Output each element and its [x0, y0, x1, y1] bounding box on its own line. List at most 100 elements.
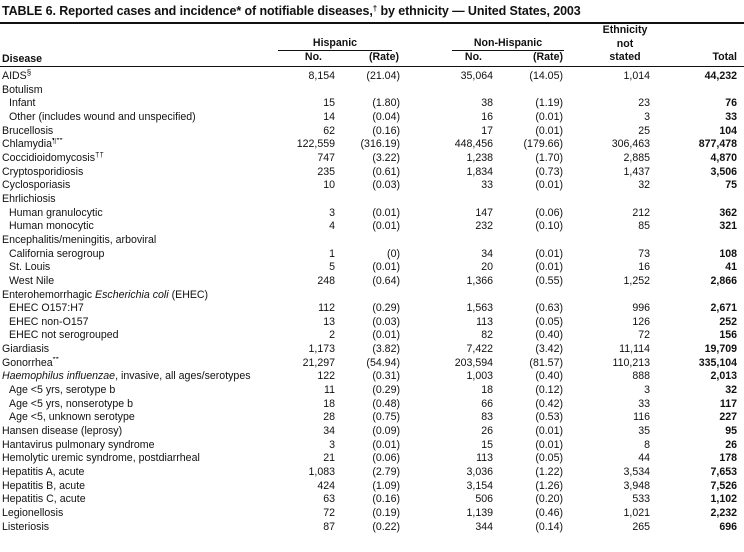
- ethnicity-not-stated-cell: 1,021: [623, 507, 650, 519]
- hispanic-rate-cell: (54.94): [366, 356, 400, 369]
- table-row: EHEC O157:H7 112 (0.29) 1,563 (0.63) 996 2,671: [0, 302, 744, 316]
- nonhispanic-no-cell: 232: [475, 220, 493, 233]
- disease-label: EHEC O157:H7: [9, 302, 84, 315]
- hispanic-rate-cell: (3.82): [372, 343, 400, 356]
- nonhispanic-rate-cell: [498, 234, 566, 248]
- table-row: Chlamydia¶** 122,559 (316.19) 448,456 (179.6…: [0, 138, 744, 152]
- hispanic-rate-cell: [338, 289, 402, 303]
- hispanic-rate-cell: (0.31): [372, 370, 400, 383]
- table-row: EHEC non-O157 13 (0.03) 113 (0.05) 126 252: [0, 316, 744, 330]
- nonhispanic-no-cell: 35,064: [460, 70, 493, 82]
- total-cell: 108: [719, 247, 737, 260]
- disease-label: Infant: [9, 97, 36, 110]
- ethnicity-not-stated-cell: 110,213: [612, 356, 650, 369]
- hispanic-no-cell: 8,154: [308, 70, 335, 82]
- nonhispanic-no-cell: 203,594: [454, 356, 493, 369]
- hispanic-rate-cell: (3.22): [372, 151, 400, 164]
- hispanic-no-cell: [278, 234, 338, 248]
- hispanic-no-cell: 72: [323, 507, 335, 519]
- table-row: Legionellosis 72 (0.19) 1,139 (0.46) 1,021 2,2…: [0, 507, 744, 521]
- column-header-nonhispanic-no: No.: [464, 51, 482, 63]
- ethnicity-not-stated-cell: 72: [638, 329, 650, 342]
- table-row: Hepatitis A, acute 1,083 (2.79) 3,036 (1.22)…: [0, 466, 744, 480]
- nonhispanic-rate-cell: (0.12): [535, 384, 563, 397]
- ethnicity-not-stated-cell: 3,534: [623, 466, 650, 479]
- disease-label: Human monocytic: [9, 220, 94, 233]
- total-cell: [654, 84, 744, 98]
- total-cell: 117: [719, 397, 737, 410]
- total-cell: 76: [725, 97, 737, 110]
- column-header-total: Total: [712, 51, 737, 63]
- column-header-ethnicity-line1: Ethnicity: [602, 24, 648, 36]
- hispanic-no-cell: 87: [323, 520, 335, 533]
- nonhispanic-rate-cell: (0.14): [535, 520, 563, 533]
- ethnicity-not-stated-cell: 8: [644, 438, 650, 451]
- table-row: Hansen disease (leprosy) 34 (0.09) 26 (0.01)…: [0, 425, 744, 439]
- nonhispanic-no-cell: 113: [476, 315, 493, 328]
- total-cell: 32: [725, 384, 737, 397]
- hispanic-no-cell: [278, 289, 338, 303]
- hispanic-no-cell: 62: [323, 124, 335, 137]
- header-spacer: [654, 24, 744, 37]
- header-spacer: [278, 24, 402, 37]
- nonhispanic-no-cell: 18: [481, 384, 493, 397]
- table-row: Encephalitis/meningitis, arboviral: [0, 234, 744, 248]
- nonhispanic-no-cell: 26: [481, 425, 493, 438]
- table-row: Enterohemorrhagic Escherichia coli (EHEC…: [0, 289, 744, 303]
- disease-label: Enterohemorrhagic Escherichia coli (EHEC…: [2, 288, 209, 301]
- column-header-ethnicity-line3: stated: [609, 51, 641, 63]
- column-group-hispanic: Hispanic: [278, 37, 402, 51]
- ethnicity-not-stated-cell: 3,948: [623, 479, 650, 492]
- nonhispanic-rate-cell: (0.20): [535, 493, 563, 506]
- nonhispanic-no-cell: 83: [481, 411, 493, 424]
- ethnicity-not-stated-cell: 11,114: [619, 343, 650, 356]
- hispanic-no-cell: 1,083: [308, 466, 335, 479]
- nonhispanic-no-cell: 33: [481, 179, 493, 192]
- hispanic-rate-cell: (0.16): [372, 124, 400, 137]
- nonhispanic-no-cell: 506: [475, 493, 493, 506]
- total-cell: 252: [719, 315, 737, 328]
- hispanic-rate-cell: (0.04): [372, 110, 400, 123]
- hispanic-rate-cell: (0.48): [372, 397, 400, 410]
- hispanic-no-cell: 63: [323, 493, 335, 506]
- disease-label: Age <5 yrs, serotype b: [9, 384, 116, 397]
- total-cell: 75: [725, 179, 737, 192]
- nonhispanic-no-cell: 3,036: [466, 466, 493, 479]
- total-cell: [654, 234, 744, 248]
- nonhispanic-rate-cell: (1.26): [535, 479, 563, 492]
- hispanic-no-cell: 424: [317, 479, 335, 492]
- nonhispanic-rate-cell: (0.63): [535, 302, 563, 315]
- disease-label: Hepatitis A, acute: [2, 466, 85, 479]
- table-row: Human monocytic 4 (0.01) 232 (0.10) 85 321: [0, 220, 744, 234]
- total-cell: 95: [725, 425, 737, 438]
- table-row: Age <5 yrs, nonserotype b 18 (0.48) 66 (0.42…: [0, 398, 744, 412]
- table-row: Hepatitis B, acute 424 (1.09) 3,154 (1.26) 3,…: [0, 480, 744, 494]
- disease-label: Brucellosis: [2, 124, 54, 137]
- hispanic-rate-cell: (0.29): [372, 384, 400, 397]
- hispanic-no-cell: 28: [323, 411, 335, 424]
- hispanic-no-cell: 122: [317, 370, 335, 383]
- hispanic-rate-cell: (0.22): [372, 520, 400, 533]
- table-row: Brucellosis 62 (0.16) 17 (0.01) 25 104: [0, 125, 744, 139]
- hispanic-no-cell: 21: [323, 452, 335, 465]
- total-cell: 4,870: [710, 151, 737, 164]
- disease-label: Coccidioidomycosis††: [2, 151, 104, 164]
- ethnicity-not-stated-cell: 85: [638, 220, 650, 233]
- disease-label: Hansen disease (leprosy): [2, 425, 123, 438]
- hispanic-rate-cell: (0.16): [372, 493, 400, 506]
- total-cell: 2,866: [710, 274, 737, 287]
- nonhispanic-no-cell: 1,563: [466, 302, 493, 315]
- total-cell: 2,671: [710, 302, 737, 315]
- hispanic-no-cell: 248: [317, 274, 335, 287]
- nonhispanic-no-cell: [402, 289, 498, 303]
- nonhispanic-no-cell: 16: [481, 110, 493, 123]
- hispanic-no-cell: 1: [329, 247, 335, 260]
- disease-label: California serogroup: [9, 247, 105, 260]
- nonhispanic-no-cell: 448,456: [454, 138, 493, 151]
- ethnicity-not-stated-cell: 2,885: [623, 151, 650, 164]
- total-cell: [654, 193, 744, 207]
- column-header-ethnicity-line2: not: [616, 38, 634, 50]
- disease-label: Chlamydia¶**: [2, 138, 63, 151]
- hispanic-rate-cell: (1.80): [372, 97, 400, 110]
